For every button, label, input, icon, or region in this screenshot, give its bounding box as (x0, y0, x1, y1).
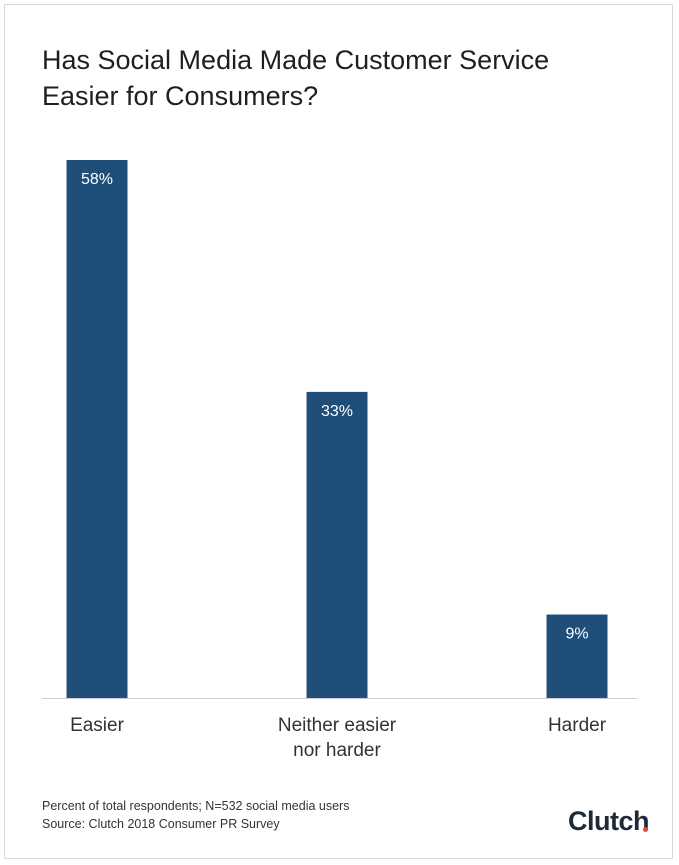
footnote: Percent of total respondents; N=532 soci… (42, 797, 349, 833)
data-label-1: 58% (81, 171, 113, 188)
data-label-3: 9% (565, 626, 588, 643)
category-label-1: Easier (70, 715, 125, 736)
chart-title-line2: Easier for Consumers? (42, 81, 319, 111)
chart-title: Has Social Media Made Customer Service E… (42, 42, 642, 114)
data-label-2: 33% (321, 403, 353, 420)
clutch-logo: Clutch (568, 806, 650, 836)
chart-title-line1: Has Social Media Made Customer Service (42, 45, 550, 75)
category-label-2-line2: nor harder (293, 740, 381, 761)
bar-2 (306, 391, 368, 698)
clutch-logo-dot (643, 827, 648, 832)
category-label-2-line1: Neither easier (278, 715, 397, 736)
footnote-source: Source: Clutch 2018 Consumer PR Survey (42, 817, 280, 831)
footnote-respondents: Percent of total respondents; N=532 soci… (42, 799, 350, 813)
bar-3 (546, 614, 608, 698)
bar-1 (66, 160, 128, 698)
category-label-3: Harder (548, 715, 607, 736)
